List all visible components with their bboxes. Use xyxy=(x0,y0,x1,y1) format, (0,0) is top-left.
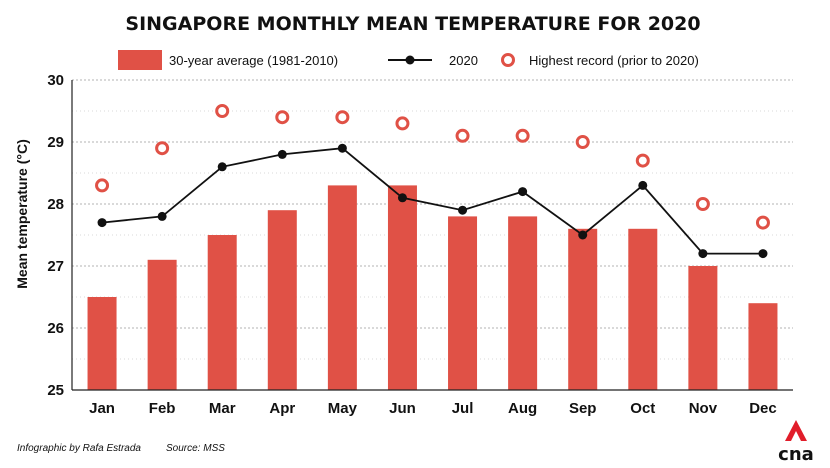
x-ticks: Jan Feb Mar Apr May Jun Jul Aug Sep Oct Nov Dec xyxy=(89,400,777,417)
cna-logo-text: cna xyxy=(778,444,814,465)
chart-title: SINGAPORE MONTHLY MEAN TEMPERATURE FOR 2… xyxy=(125,13,700,35)
point-2020-apr xyxy=(277,149,287,159)
x-tick-label: Mar xyxy=(209,400,236,417)
point-2020-sep xyxy=(578,230,588,240)
point-2020-jul xyxy=(458,205,468,215)
x-tick-label: Dec xyxy=(749,400,777,417)
point-2020-may xyxy=(337,143,347,153)
x-tick-label: Feb xyxy=(149,400,176,417)
bar-feb xyxy=(147,259,177,390)
point-2020-aug xyxy=(518,187,528,197)
legend-label-average: 30-year average (1981-2010) xyxy=(169,53,338,68)
record-marker-oct xyxy=(635,153,650,168)
bars xyxy=(87,185,778,390)
y-tick-label: 30 xyxy=(47,72,64,89)
y-tick-label: 25 xyxy=(47,382,64,399)
point-2020-oct xyxy=(638,180,648,190)
line-2020-path xyxy=(101,147,763,255)
y-axis-label: Mean temperature (°C) xyxy=(14,139,30,289)
record-marker-feb xyxy=(155,141,170,156)
bar-nov xyxy=(688,266,718,390)
x-tick-label: May xyxy=(328,400,358,417)
bar-apr xyxy=(267,210,297,390)
bar-may xyxy=(327,185,357,390)
footer-source: Source: MSS xyxy=(166,443,225,454)
bar-jan xyxy=(87,297,117,390)
record-marker-jul xyxy=(455,128,470,143)
record-marker-dec xyxy=(755,215,770,230)
legend-label-record: Highest record (prior to 2020) xyxy=(529,53,699,68)
bar-jul xyxy=(448,216,478,390)
bar-dec xyxy=(748,303,778,390)
bar-oct xyxy=(628,228,658,390)
point-2020-nov xyxy=(698,249,708,259)
bar-aug xyxy=(508,216,538,390)
x-tick-label: Oct xyxy=(630,400,655,417)
bar-mar xyxy=(207,235,237,390)
legend: 30-year average (1981-2010) 2020 Highest… xyxy=(118,50,699,70)
x-tick-label: Jun xyxy=(389,400,416,417)
record-marker-may xyxy=(335,110,350,125)
record-markers xyxy=(95,104,770,230)
axes xyxy=(71,80,793,391)
legend-marker-2020 xyxy=(405,55,415,65)
point-2020-feb xyxy=(157,211,167,221)
x-tick-label: Jul xyxy=(452,400,474,417)
x-tick-label: Jan xyxy=(89,400,115,417)
y-tick-label: 28 xyxy=(47,196,64,213)
record-marker-jan xyxy=(95,178,110,193)
bar-sep xyxy=(568,228,598,390)
legend-swatch-average xyxy=(118,50,162,70)
x-tick-label: Sep xyxy=(569,400,597,417)
x-tick-label: Aug xyxy=(508,400,537,417)
point-2020-dec xyxy=(758,249,768,259)
y-tick-label: 27 xyxy=(47,258,64,275)
bar-jun xyxy=(387,185,417,390)
legend-label-2020: 2020 xyxy=(449,53,478,68)
record-marker-aug xyxy=(515,128,530,143)
y-tick-label: 26 xyxy=(47,320,64,337)
y-ticks: 25 26 27 28 29 30 xyxy=(47,72,64,399)
record-marker-sep xyxy=(575,135,590,149)
record-marker-apr xyxy=(275,110,290,125)
point-2020-jun xyxy=(397,193,407,203)
y-tick-label: 29 xyxy=(47,134,64,151)
point-2020-mar xyxy=(217,162,227,172)
record-marker-mar xyxy=(215,104,230,118)
x-tick-label: Nov xyxy=(689,400,718,417)
gridlines xyxy=(72,79,793,360)
line-2020 xyxy=(97,143,768,259)
record-marker-jun xyxy=(395,116,410,131)
cna-logo: cna xyxy=(778,420,814,465)
footer-credit: Infographic by Rafa Estrada xyxy=(17,443,141,454)
legend-marker-record xyxy=(501,53,515,67)
record-marker-nov xyxy=(695,197,710,211)
cna-logo-mark xyxy=(785,420,807,441)
point-2020-jan xyxy=(97,218,107,228)
x-tick-label: Apr xyxy=(269,400,295,417)
